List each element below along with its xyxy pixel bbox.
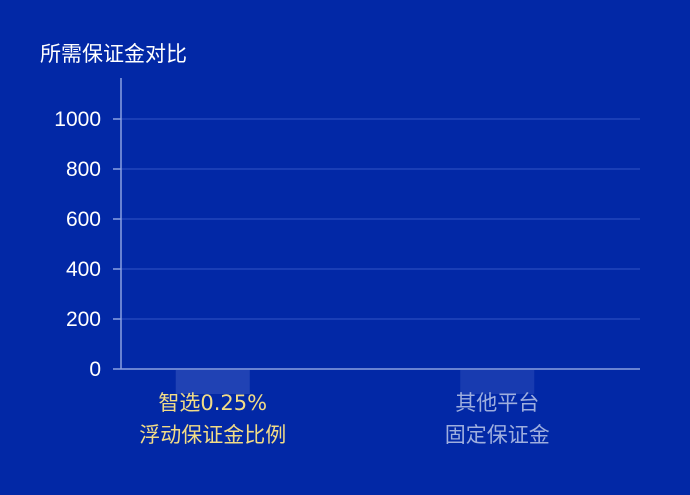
- grid-layer: [121, 118, 640, 320]
- y-tick-label: 0: [89, 358, 101, 381]
- y-tick-label: 800: [66, 158, 101, 181]
- y-tick-label: 1000: [54, 108, 101, 131]
- y-tick-label: 400: [66, 258, 101, 281]
- x-category-label: 其他平台 固定保证金: [444, 391, 550, 447]
- y-tick-label: 200: [66, 308, 101, 331]
- y-axis-title: 所需保证金对比: [40, 42, 187, 66]
- axis-layer: [113, 78, 640, 370]
- tick-layer: 0 200 400 600 800 1000: [54, 108, 101, 381]
- bar-layer: [175, 370, 535, 394]
- bar-base-shade: [175, 370, 250, 394]
- x-category-label: 智选0.25% 浮动保证金比例: [139, 391, 287, 447]
- y-tick-label: 600: [66, 208, 101, 231]
- bar-base-shade: [460, 370, 535, 394]
